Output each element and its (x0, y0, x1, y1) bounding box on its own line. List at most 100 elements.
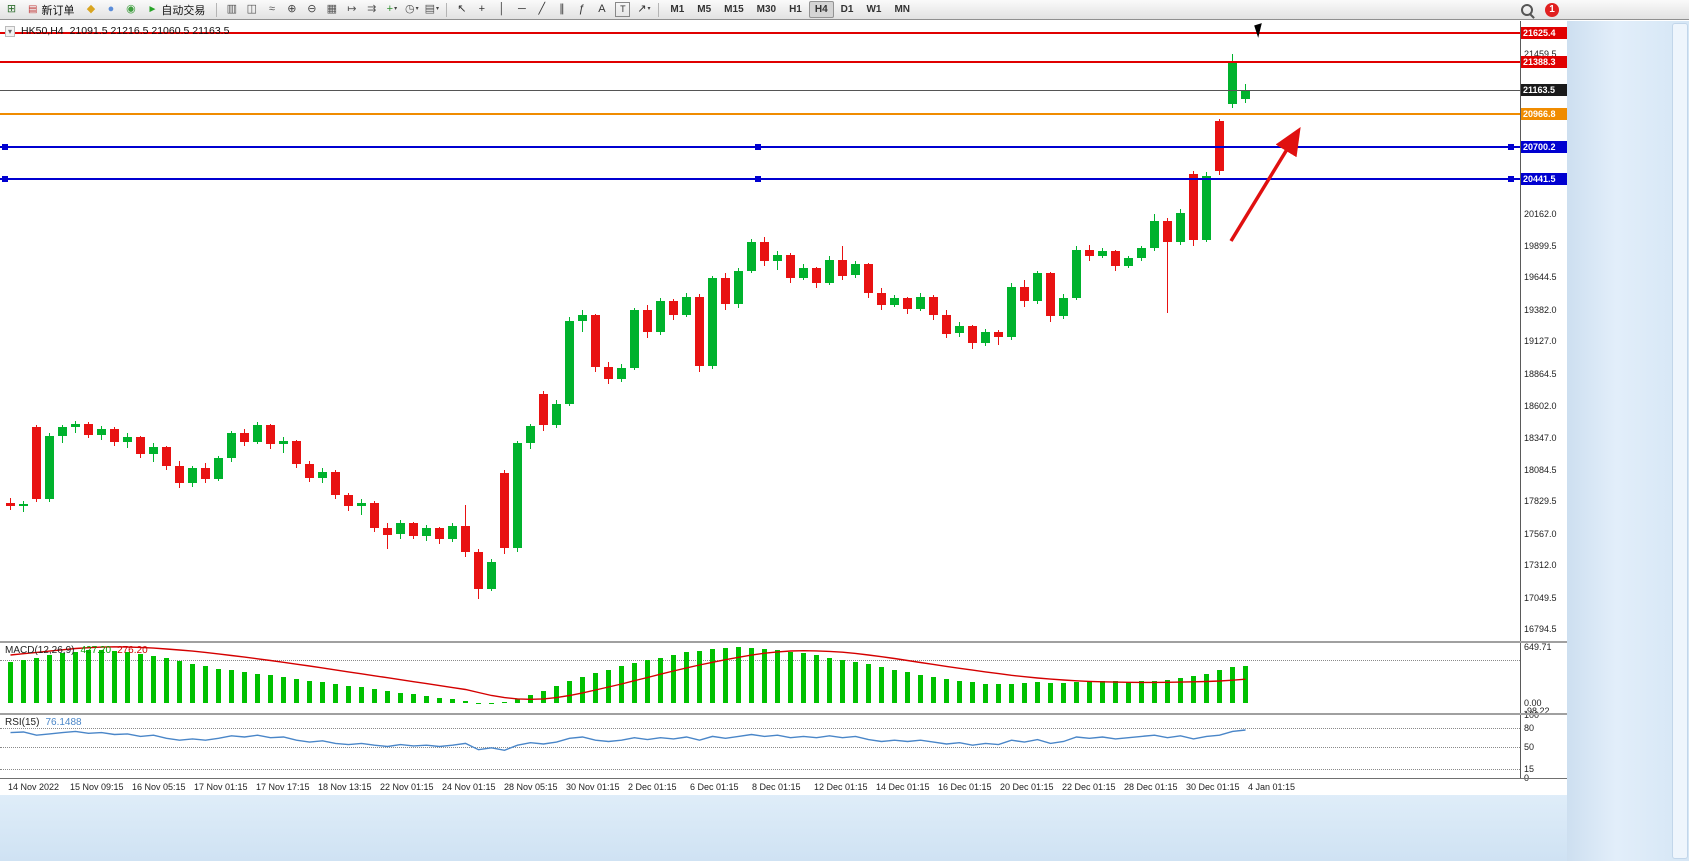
line-handle[interactable] (755, 144, 761, 151)
chart-title: ▾ HK50,H4 21091.5 21216.5 21060.5 21163.… (5, 25, 229, 37)
auto-scroll-icon[interactable]: ↦ (347, 3, 357, 15)
time-axis-label: 15 Nov 09:15 (70, 782, 124, 792)
timeframe-w1[interactable]: W1 (866, 4, 882, 15)
zoom-out-icon[interactable]: ⊖ (307, 3, 317, 15)
timeframe-d1[interactable]: D1 (840, 4, 854, 15)
macd-histogram-bar (814, 655, 819, 703)
horizontal-line-icon[interactable]: ─ (517, 3, 526, 15)
dropdown-caret-icon: ▾ (394, 6, 398, 12)
candle-wick (387, 523, 388, 550)
templates-icon[interactable]: ▤ ▾ (422, 1, 441, 18)
macd-panel[interactable] (0, 643, 1520, 713)
fibonacci-icon[interactable]: ƒ (578, 3, 585, 15)
candle (136, 437, 145, 455)
channel-icon[interactable]: ∥ (559, 3, 565, 15)
candle-wick (361, 498, 362, 515)
macd-histogram-bar (1022, 683, 1027, 703)
line-handle[interactable] (1508, 144, 1514, 151)
line-chart-icon[interactable]: ≈ (268, 3, 275, 15)
indicators-icon[interactable]: + ▾ (382, 1, 401, 18)
notification-badge[interactable]: 1 (1545, 2, 1559, 17)
support-line-20441[interactable] (0, 176, 1520, 183)
candle (383, 528, 392, 535)
orange-line-20966[interactable] (0, 113, 1520, 116)
chart-shift-icon[interactable]: ⇉ (367, 3, 377, 15)
time-axis-label: 16 Nov 05:15 (132, 782, 186, 792)
vertical-line-icon[interactable]: │ (498, 3, 506, 15)
new-order-button-icon: ▤ (28, 4, 38, 15)
candle (266, 424, 275, 445)
support-icon[interactable]: ◉ (126, 3, 136, 15)
candle-wick (283, 437, 284, 454)
candle (955, 326, 964, 334)
price-axis-label: 18347.0 (1524, 432, 1557, 443)
price-axis[interactable]: 21459.5 20162.0 19899.5 19644.5 19382.0 19127… (1520, 21, 1568, 783)
candle (474, 551, 483, 589)
current-price-line[interactable] (0, 89, 1520, 91)
panel-separator[interactable] (0, 713, 1567, 715)
timeframe-mn[interactable]: MN (894, 4, 911, 15)
periods-icon[interactable]: ◷ ▾ (402, 1, 421, 18)
candle (968, 326, 977, 344)
timeframe-h4[interactable]: H4 (808, 1, 834, 18)
candle (1020, 286, 1029, 302)
tile-windows-icon[interactable]: ▦ (326, 3, 338, 15)
line-handle[interactable] (1508, 176, 1514, 183)
new-order-button[interactable]: ▤ 新订单 (22, 1, 80, 19)
macd-level-line (0, 660, 1520, 662)
crosshair-icon[interactable]: + (478, 3, 486, 15)
text-icon[interactable]: A (598, 3, 606, 15)
timeframe-m15[interactable]: M15 (724, 4, 744, 15)
new-chart-icon[interactable]: ⊞ (6, 3, 17, 15)
candle (604, 366, 613, 380)
trendline-icon[interactable]: ╱ (538, 3, 546, 15)
community-icon[interactable]: ● (107, 3, 115, 15)
macd-label: MACD(12,26,9) 427.20 276.20 (5, 645, 148, 656)
resistance-line-21625[interactable] (0, 32, 1520, 34)
resistance-line-21388[interactable] (0, 61, 1520, 64)
candle (630, 310, 639, 368)
line-handle[interactable] (2, 144, 8, 151)
time-axis-label: 17 Nov 17:15 (256, 782, 310, 792)
search-icon[interactable] (1517, 1, 1536, 19)
candle (565, 321, 574, 404)
candle-wick (998, 329, 999, 345)
time-axis-label: 30 Nov 01:15 (566, 782, 620, 792)
candlestick-chart-icon[interactable]: ◫ (246, 3, 258, 15)
price-axis-label: 17049.5 (1524, 592, 1557, 603)
macd-histogram-bar (879, 666, 884, 703)
timeframe-m30[interactable]: M30 (756, 4, 777, 15)
chart-plot[interactable] (0, 21, 1520, 642)
rsi-panel[interactable] (0, 715, 1520, 778)
candle (1007, 286, 1016, 338)
metaeditor-icon[interactable]: ◆ (86, 3, 96, 15)
macd-histogram-bar (1217, 670, 1222, 703)
one-click-trading-toggle[interactable]: ▾ (5, 25, 16, 37)
arrows-icon[interactable]: ↗ ▾ (634, 1, 653, 18)
line-handle[interactable] (755, 176, 761, 183)
autotrading-button[interactable]: ► 自动交易 (141, 1, 211, 19)
panel-separator[interactable] (0, 641, 1567, 643)
zoom-in-icon[interactable]: ⊕ (287, 3, 297, 15)
candle (435, 528, 444, 540)
label-icon[interactable]: T (615, 2, 631, 17)
price-badge: 20441.5 (1521, 173, 1567, 186)
support-line-20700[interactable] (0, 144, 1520, 151)
vertical-scrollbar[interactable] (1672, 23, 1688, 859)
mouse-cursor (1254, 23, 1266, 38)
autotrading-button-icon: ► (147, 4, 158, 15)
bar-chart-icon[interactable]: ▥ (226, 3, 238, 15)
candle (1098, 250, 1107, 256)
timeframe-m5[interactable]: M5 (697, 4, 712, 15)
candle (188, 467, 197, 483)
timeframe-h1[interactable]: H1 (789, 4, 802, 15)
timeframe-m1[interactable]: M1 (670, 4, 685, 15)
candle (201, 467, 210, 479)
line-handle[interactable] (2, 176, 8, 183)
macd-histogram-bar (593, 672, 598, 703)
time-axis[interactable]: 14 Nov 2022 15 Nov 09:15 16 Nov 05:15 17 No… (0, 779, 1567, 795)
cursor-icon[interactable]: ↖ (457, 3, 467, 15)
candle (786, 254, 795, 278)
macd-signal-line (10, 646, 1246, 701)
